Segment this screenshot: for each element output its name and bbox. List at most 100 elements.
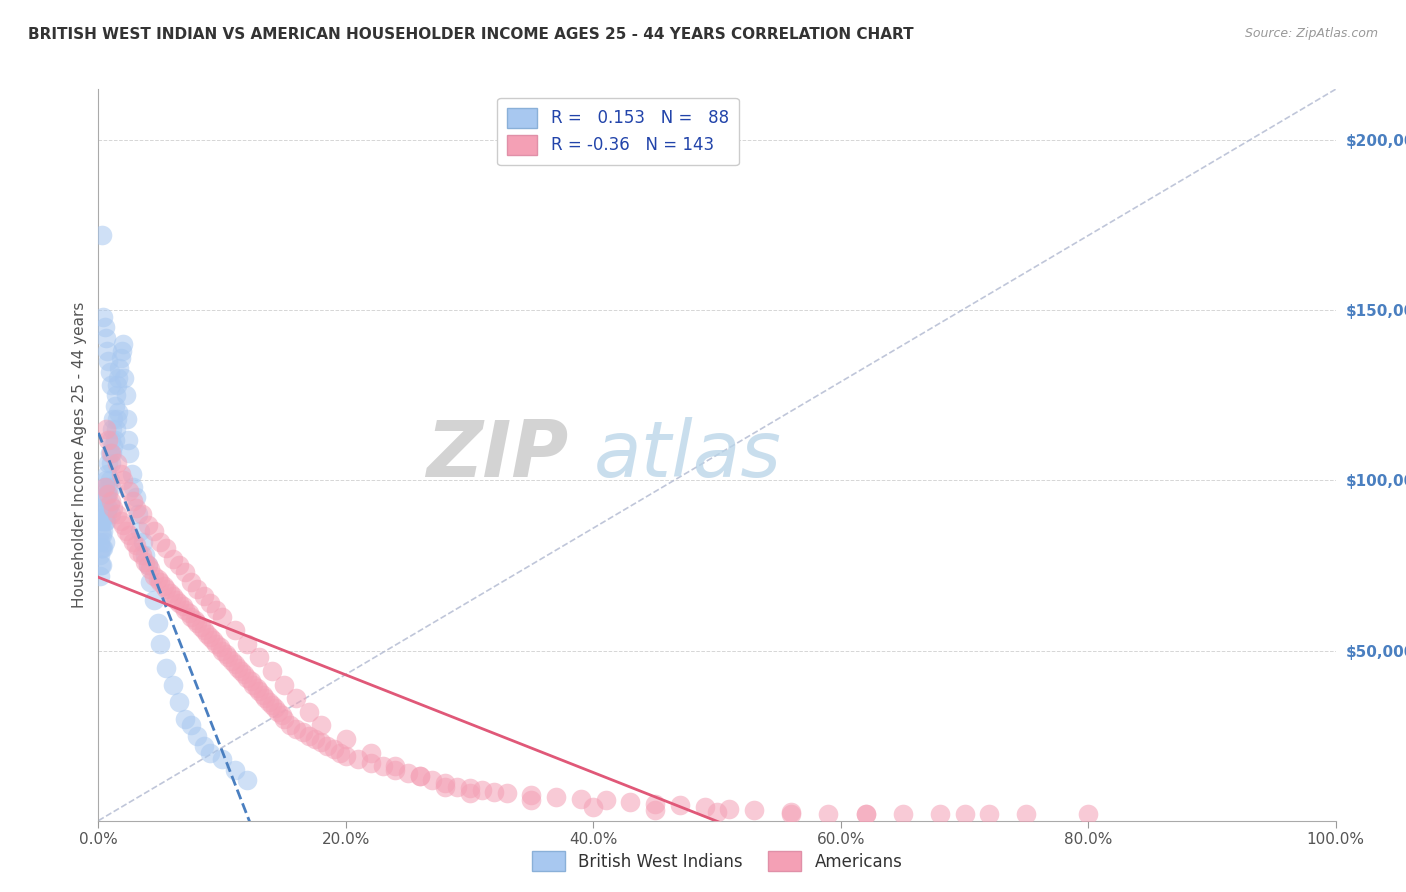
Point: [891, 806, 914, 821]
Point: [569, 791, 592, 805]
Point: [520, 793, 543, 807]
Point: [103, 500, 125, 515]
Point: [155, 660, 177, 674]
Point: [143, 592, 166, 607]
Point: [211, 643, 233, 657]
Point: [129, 524, 152, 539]
Point: [224, 623, 246, 637]
Point: [103, 412, 125, 426]
Point: [122, 480, 145, 494]
Point: [112, 371, 135, 385]
Point: [422, 772, 444, 787]
Text: Source: ZipAtlas.com: Source: ZipAtlas.com: [1244, 27, 1378, 40]
Point: [264, 701, 287, 715]
Point: [242, 677, 264, 691]
Point: [122, 534, 145, 549]
Point: [304, 731, 326, 746]
Point: [198, 596, 221, 610]
Point: [114, 524, 136, 539]
Point: [98, 365, 121, 379]
Point: [195, 626, 218, 640]
Point: [595, 793, 617, 807]
Point: [316, 739, 339, 753]
Point: [582, 800, 605, 814]
Point: [706, 805, 728, 819]
Point: [93, 480, 115, 494]
Point: [136, 558, 159, 573]
Point: [146, 616, 169, 631]
Point: [215, 647, 238, 661]
Point: [254, 691, 277, 706]
Point: [252, 688, 274, 702]
Point: [107, 405, 129, 419]
Point: [174, 566, 197, 580]
Point: [236, 637, 259, 651]
Point: [100, 508, 122, 522]
Point: [124, 491, 146, 505]
Point: [198, 746, 221, 760]
Point: [446, 780, 468, 794]
Point: [97, 433, 120, 447]
Point: [103, 399, 125, 413]
Point: [93, 480, 115, 494]
Point: [90, 514, 112, 528]
Point: [108, 361, 131, 376]
Point: [118, 446, 141, 460]
Point: [105, 378, 128, 392]
Point: [111, 344, 134, 359]
Point: [208, 640, 231, 654]
Point: [91, 541, 114, 556]
Point: [162, 589, 184, 603]
Point: [117, 433, 139, 447]
Point: [97, 354, 120, 368]
Point: [159, 585, 181, 599]
Point: [149, 534, 172, 549]
Point: [217, 650, 239, 665]
Point: [97, 487, 120, 501]
Point: [134, 555, 156, 569]
Point: [520, 788, 543, 802]
Point: [155, 582, 177, 597]
Point: [193, 739, 215, 753]
Point: [146, 572, 169, 586]
Point: [104, 422, 127, 436]
Point: [291, 725, 314, 739]
Point: [96, 508, 118, 522]
Point: [93, 541, 115, 556]
Point: [93, 524, 115, 539]
Point: [193, 623, 215, 637]
Point: [127, 508, 149, 522]
Point: [155, 541, 177, 556]
Point: [211, 752, 233, 766]
Point: [93, 310, 115, 325]
Point: [143, 524, 166, 539]
Point: [718, 802, 741, 816]
Point: [1015, 806, 1038, 821]
Point: [122, 493, 145, 508]
Point: [112, 337, 135, 351]
Point: [107, 371, 129, 385]
Point: [309, 735, 332, 749]
Point: [98, 446, 121, 460]
Point: [384, 759, 406, 773]
Point: [91, 528, 114, 542]
Point: [186, 582, 208, 597]
Point: [96, 487, 118, 501]
Point: [239, 674, 262, 689]
Point: [112, 517, 135, 532]
Point: [855, 806, 877, 821]
Point: [693, 800, 716, 814]
Text: ZIP: ZIP: [426, 417, 568, 493]
Point: [105, 457, 128, 471]
Point: [94, 474, 117, 488]
Point: [139, 562, 162, 576]
Point: [979, 806, 1001, 821]
Point: [360, 756, 382, 770]
Point: [780, 806, 803, 821]
Point: [644, 797, 666, 811]
Point: [384, 763, 406, 777]
Point: [396, 766, 419, 780]
Point: [233, 667, 256, 681]
Legend: British West Indians, Americans: British West Indians, Americans: [524, 845, 910, 878]
Point: [136, 517, 159, 532]
